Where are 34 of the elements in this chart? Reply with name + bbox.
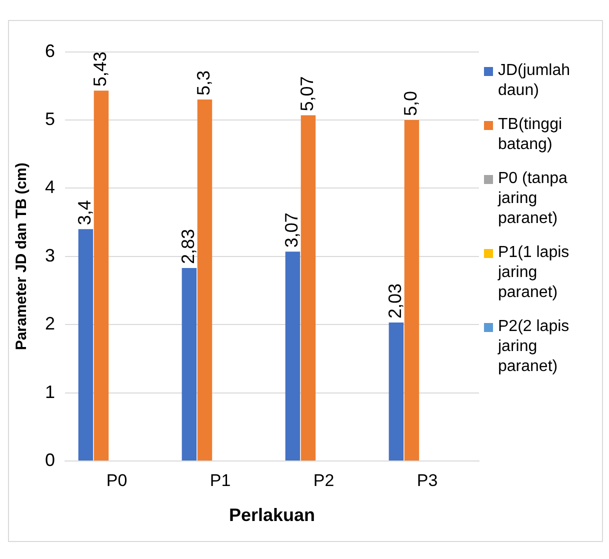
x-axis-title: Perlakuan [228, 505, 316, 526]
legend-label: P1(1 lapis jaring paranet) [498, 243, 570, 303]
x-tick-label: P1 [210, 470, 231, 490]
legend-label: P2(2 lapis jaring paranet) [498, 317, 570, 377]
bar [78, 229, 94, 460]
data-label: 3,4 [74, 200, 95, 226]
x-tick-label: P0 [106, 470, 128, 490]
bar [388, 322, 404, 460]
y-tick-label: 3 [44, 245, 56, 266]
data-label: 5,43 [90, 52, 110, 87]
x-tick-label: P2 [313, 470, 334, 490]
data-label: 5,07 [297, 76, 318, 112]
y-tick-label: 5 [44, 108, 56, 129]
data-label: 5,3 [194, 70, 214, 96]
legend-label: JD(jumlah daun) [498, 61, 572, 101]
bar [182, 268, 197, 460]
bar [404, 120, 420, 460]
y-tick-label: 4 [44, 177, 56, 198]
data-label: 2,83 [178, 228, 198, 264]
data-label: 2,03 [385, 284, 406, 319]
bar [197, 100, 212, 460]
bar [285, 252, 300, 460]
y-tick-label: 0 [44, 450, 56, 470]
legend-label: TB(tinggi batang) [498, 115, 564, 155]
legend-label: P0 (tanpa jaring paranet) [498, 169, 568, 229]
bar [300, 115, 316, 460]
y-tick-label: 2 [44, 314, 56, 334]
y-tick-label: 6 [44, 40, 56, 61]
data-label: 3,07 [282, 212, 302, 248]
x-tick-label: P3 [416, 470, 438, 490]
data-label: 5,0 [400, 90, 421, 116]
y-axis-title: Parameter JD dan TB (cm) [13, 162, 30, 350]
y-tick-label: 1 [44, 382, 56, 402]
bar [94, 90, 109, 460]
